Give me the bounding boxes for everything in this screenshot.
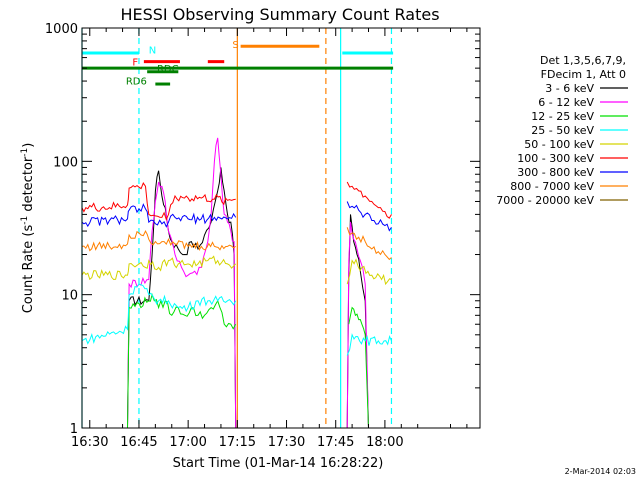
state-bar-label: RD6 [126, 76, 147, 87]
legend-entry-label: 12 - 25 keV [531, 110, 594, 123]
x-axis: 16:30 16:45 17:00 17:15 17:30 17:45 18:00 [71, 28, 468, 450]
observing-state-bars: NFRDCRD6S [81, 40, 394, 87]
x-tick-label: 17:00 [169, 435, 206, 450]
series-line [81, 201, 392, 232]
x-tick-label: 18:00 [366, 435, 403, 450]
y-axis-label: Count Rate (s-1 detector-1) [20, 143, 36, 314]
series-line [127, 137, 369, 429]
legend-entry-label: 6 - 12 keV [538, 96, 594, 109]
legend-entry-label: 300 - 800 keV [517, 166, 594, 179]
legend: Det 1,3,5,6,7,9, FDecim 1, Att 0 3 - 6 k… [496, 54, 628, 207]
x-tick-label: 16:30 [71, 435, 108, 450]
legend-entry-label: 50 - 100 keV [524, 138, 594, 151]
y-axis-label-main: Count Rate (s [21, 225, 36, 314]
x-tick-label: 16:45 [120, 435, 157, 450]
x-tick-label: 17:30 [268, 435, 305, 450]
x-axis-label: Start Time (01-Mar-14 16:28:22) [173, 456, 384, 471]
legend-header-detectors: Det 1,3,5,6,7,9, [540, 54, 626, 67]
series-line [81, 181, 392, 221]
state-bar-label: F [132, 58, 138, 69]
legend-entry-label: 25 - 50 keV [531, 124, 594, 137]
legend-entry-label: 800 - 7000 keV [510, 180, 594, 193]
series-line [81, 227, 392, 261]
series-line [81, 255, 392, 286]
y-tick-label: 100 [53, 155, 78, 170]
y-tick-label: 10 [61, 289, 78, 304]
legend-entry-label: 100 - 300 keV [517, 152, 594, 165]
x-tick-label: 17:45 [317, 435, 354, 450]
legend-header-decimation: FDecim 1, Att 0 [541, 68, 626, 81]
plot-frame [81, 27, 481, 429]
legend-entry-label: 3 - 6 keV [545, 82, 594, 95]
series-lines [81, 137, 392, 429]
series-line [81, 283, 392, 356]
y-axis-label-close: ) [21, 143, 36, 148]
state-bar-label: N [149, 45, 156, 56]
y-axis: 1 10 100 1000 [45, 22, 480, 437]
state-bar-label: S [232, 40, 238, 51]
y-axis-label-exp1: -1 [20, 216, 30, 225]
y-axis-label-mid: detector [21, 156, 36, 216]
x-tick-label: 17:15 [219, 435, 256, 450]
chart-title: HESSI Observing Summary Count Rates [120, 5, 439, 24]
legend-entry-label: 7000 - 20000 keV [496, 194, 594, 207]
date-stamp: 2-Mar-2014 02:03 [565, 467, 636, 476]
y-axis-label-exp2: -1 [20, 148, 30, 157]
y-tick-label: 1000 [45, 22, 78, 37]
y-tick-label: 1 [70, 422, 78, 437]
series-line [127, 293, 369, 429]
